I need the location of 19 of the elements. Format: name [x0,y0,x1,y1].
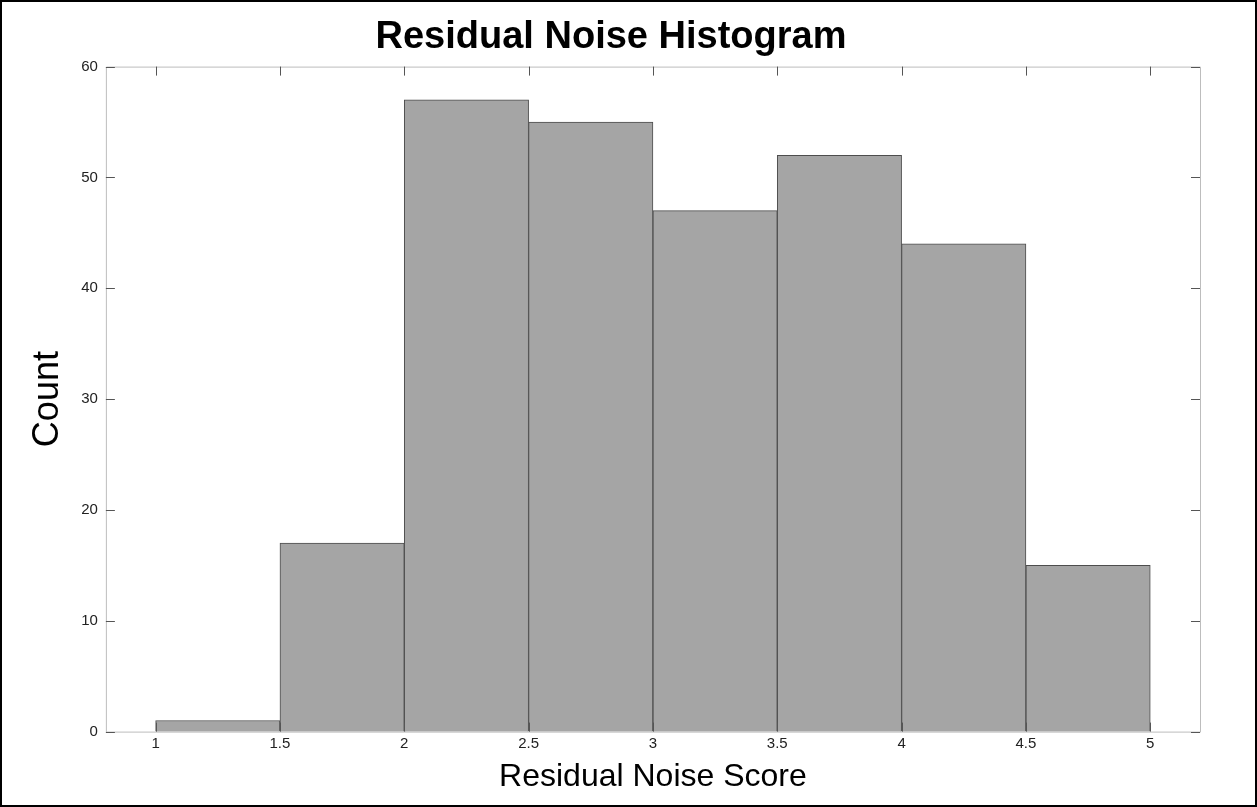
x-axis-title: Residual Noise Score [499,756,807,793]
x-tick-label: 2.5 [518,733,540,751]
y-tick-label: 60 [81,56,98,74]
y-tick-label: 40 [81,278,98,296]
y-axis-title: Count [24,351,66,448]
x-tick-label: 3 [648,733,658,751]
x-tick-label: 3.5 [766,733,788,751]
y-tick-label: 20 [81,500,98,518]
x-tick-label: 4.5 [1015,733,1037,751]
chart-title: Residual Noise Histogram [375,14,847,57]
x-tick-label: 2 [400,733,409,751]
x-tick-label: 5 [1146,733,1155,751]
y-tick-label: 0 [89,721,98,739]
y-tick-label: 10 [81,610,98,628]
y-tick-label: 30 [81,389,98,407]
x-tick-label: 4 [897,733,906,751]
x-tick-label: 1.5 [269,733,291,751]
x-tick-label: 1 [151,733,160,751]
y-tick-label: 50 [81,167,98,185]
